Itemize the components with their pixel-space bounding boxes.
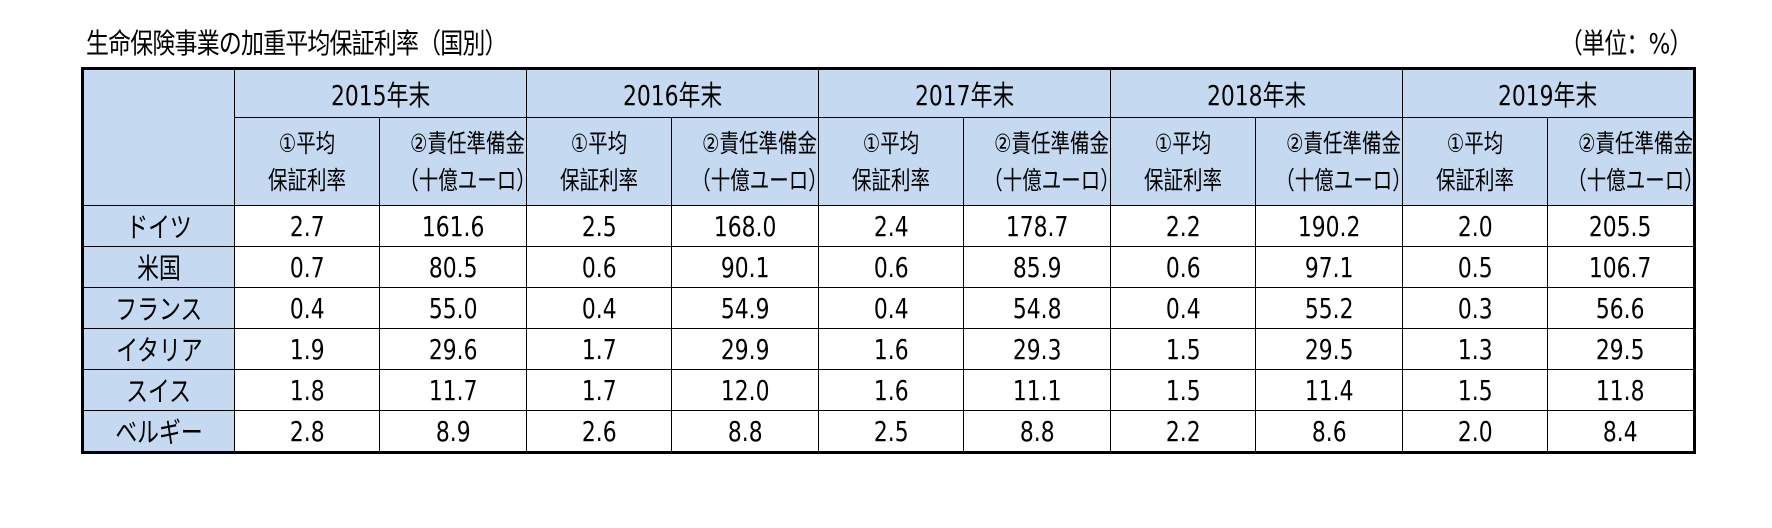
reserve-cell: 56.6: [1547, 287, 1696, 329]
reserve-cell: 8.6: [1255, 410, 1404, 453]
rate-header: ①平均 保証利率: [1110, 117, 1257, 206]
rate-cell: 0.4: [526, 287, 673, 329]
reserve-header: ②責任準備金 （十億ユーロ）: [963, 117, 1112, 206]
reserve-cell: 190.2: [1255, 205, 1404, 247]
rate-header: ①平均 保証利率: [818, 117, 965, 206]
year-header-row: 2015年末 2016年末 2017年末 2018年末 2019年末: [82, 68, 1696, 206]
rate-cell: 2.0: [1402, 205, 1549, 247]
reserve-cell: 29.9: [671, 328, 820, 370]
reserve-cell: 90.1: [671, 246, 820, 288]
year-header: 2018年末: [1110, 68, 1404, 118]
table-row: ドイツ 2.7 161.6 2.5 168.0 2.4 178.7 2.2 190.2 2.0 20…: [82, 205, 1696, 247]
reserve-cell: 55.0: [378, 287, 528, 329]
table-row: ベルギー 2.8 8.9 2.6 8.8 2.5 8.8 2.2 8.6 2.0 8.4: [82, 410, 1696, 453]
reserve-cell: 178.7: [963, 205, 1112, 247]
table-row: スイス 1.8 11.7 1.7 12.0 1.6 11.1 1.5 11.4 1.5 11.8: [82, 369, 1696, 411]
rate-cell: 0.7: [234, 246, 380, 288]
rate-cell: 1.9: [234, 328, 380, 370]
rate-cell: 2.0: [1402, 410, 1549, 453]
rate-cell: 1.6: [818, 369, 965, 411]
reserve-cell: 54.9: [671, 287, 820, 329]
guaranteed-rate-table: 2015年末 2016年末 2017年末 2018年末 2019年末 ①平均 保証…: [81, 67, 1697, 454]
reserve-cell: 29.6: [378, 328, 528, 370]
rate-cell: 1.5: [1110, 328, 1257, 370]
rate-cell: 1.5: [1402, 369, 1549, 411]
country-cell: フランス: [82, 287, 235, 329]
reserve-cell: 12.0: [671, 369, 820, 411]
rate-cell: 1.8: [234, 369, 380, 411]
table-row: フランス 0.4 55.0 0.4 54.9 0.4 54.8 0.4 55.2 0.3 56.6: [82, 287, 1696, 329]
rate-cell: 1.5: [1110, 369, 1257, 411]
rate-cell: 2.2: [1110, 205, 1257, 247]
reserve-header: ②責任準備金 （十億ユーロ）: [1255, 117, 1404, 206]
rate-cell: 0.5: [1402, 246, 1549, 288]
rate-cell: 1.7: [526, 369, 673, 411]
reserve-cell: 29.3: [963, 328, 1112, 370]
rate-cell: 2.2: [1110, 410, 1257, 453]
reserve-cell: 80.5: [378, 246, 528, 288]
reserve-cell: 85.9: [963, 246, 1112, 288]
rate-header: ①平均 保証利率: [526, 117, 673, 206]
rate-cell: 1.7: [526, 328, 673, 370]
reserve-cell: 11.1: [963, 369, 1112, 411]
rate-cell: 2.5: [818, 410, 965, 453]
rate-cell: 2.8: [234, 410, 380, 453]
year-header: 2019年末: [1402, 68, 1696, 118]
country-cell: ドイツ: [82, 205, 235, 247]
rate-header: ①平均 保証利率: [1402, 117, 1549, 206]
rate-cell: 2.4: [818, 205, 965, 247]
rate-cell: 0.6: [526, 246, 673, 288]
reserve-cell: 8.4: [1547, 410, 1696, 453]
reserve-header: ②責任準備金 （十億ユーロ）: [378, 117, 528, 206]
rate-cell: 1.6: [818, 328, 965, 370]
sub-header-row: ①平均 保証利率 ②責任準備金 （十億ユーロ） ①平均 保証利率 ②責任準備金 （十億ユ…: [83, 117, 1696, 206]
rate-cell: 2.6: [526, 410, 673, 453]
year-header: 2017年末: [818, 68, 1112, 118]
country-cell: スイス: [82, 369, 235, 411]
reserve-cell: 11.8: [1547, 369, 1696, 411]
table-row: 米国 0.7 80.5 0.6 90.1 0.6 85.9 0.6 97.1 0.5 106.7: [82, 246, 1696, 288]
rate-cell: 0.4: [1110, 287, 1257, 329]
table-row: イタリア 1.9 29.6 1.7 29.9 1.6 29.3 1.5 29.5 1.3 29.5: [82, 328, 1696, 370]
reserve-cell: 55.2: [1255, 287, 1404, 329]
rate-cell: 0.6: [818, 246, 965, 288]
table-title: 生命保険事業の加重平均保証利率（国別）: [86, 27, 507, 60]
reserve-cell: 29.5: [1255, 328, 1404, 370]
reserve-cell: 54.8: [963, 287, 1112, 329]
reserve-cell: 161.6: [378, 205, 528, 247]
reserve-cell: 106.7: [1547, 246, 1696, 288]
reserve-cell: 205.5: [1547, 205, 1696, 247]
country-cell: ベルギー: [82, 410, 235, 453]
table-body: ドイツ 2.7 161.6 2.5 168.0 2.4 178.7 2.2 190.2 2.0 20…: [82, 205, 1696, 453]
reserve-cell: 168.0: [671, 205, 820, 247]
rate-header: ①平均 保証利率: [234, 117, 380, 206]
rate-cell: 0.4: [818, 287, 965, 329]
corner-cell: [82, 68, 235, 206]
reserve-cell: 8.8: [963, 410, 1112, 453]
reserve-cell: 8.9: [378, 410, 528, 453]
reserve-header: ②責任準備金 （十億ユーロ）: [671, 117, 820, 206]
country-cell: 米国: [82, 246, 235, 288]
country-cell: イタリア: [82, 328, 235, 370]
reserve-header: ②責任準備金 （十億ユーロ）: [1547, 117, 1696, 206]
year-header: 2016年末: [526, 68, 820, 118]
unit-label: （単位：%）: [1560, 27, 1693, 60]
rate-cell: 0.3: [1402, 287, 1549, 329]
rate-cell: 1.3: [1402, 328, 1549, 370]
reserve-cell: 11.4: [1255, 369, 1404, 411]
reserve-cell: 29.5: [1547, 328, 1696, 370]
reserve-cell: 11.7: [378, 369, 528, 411]
rate-cell: 0.6: [1110, 246, 1257, 288]
year-header: 2015年末: [233, 68, 528, 118]
reserve-cell: 97.1: [1255, 246, 1404, 288]
reserve-cell: 8.8: [671, 410, 820, 453]
rate-cell: 2.7: [234, 205, 380, 247]
rate-cell: 0.4: [234, 287, 380, 329]
rate-cell: 2.5: [526, 205, 673, 247]
